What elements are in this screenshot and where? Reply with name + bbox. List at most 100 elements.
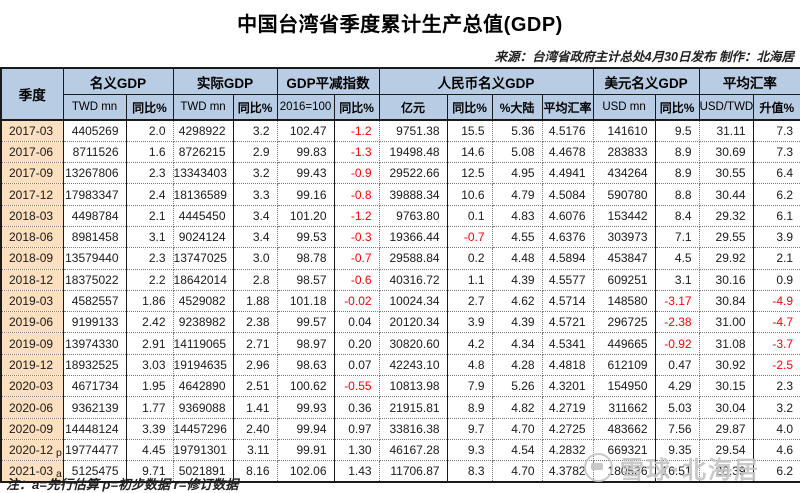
data-cell: 101.18 <box>277 290 335 313</box>
data-cell: 9199133 <box>63 311 127 334</box>
data-cell: -1.2 <box>334 120 380 142</box>
data-cell: 98.97 <box>277 332 335 355</box>
data-cell: 4.70 <box>492 460 543 483</box>
data-cell: 4.4818 <box>542 354 594 377</box>
data-cell: 3.03 <box>126 354 174 377</box>
data-cell: 98.63 <box>277 354 335 377</box>
data-cell: 4.6 <box>753 439 800 462</box>
data-cell: 4.2832 <box>542 439 594 462</box>
data-cell: 99.94 <box>277 418 335 440</box>
data-cell: 16.51 <box>655 460 700 483</box>
data-cell: 14457296 <box>173 418 234 440</box>
data-cell: 30.15 <box>699 375 754 398</box>
data-cell: 609251 <box>593 269 656 291</box>
data-cell: 3.9 <box>753 226 800 249</box>
quarter-cell: 2020-12 p <box>1 439 64 462</box>
quarter-cell: 2020-09 <box>1 418 64 440</box>
data-cell: 29.92 <box>699 247 754 270</box>
quarter-cell: 2017-12 <box>1 183 64 206</box>
data-cell: 4.95 <box>492 162 543 185</box>
data-cell: 4.79 <box>492 183 543 206</box>
table-row: 2020-09 14448124 3.39 14457296 2.40 99.94 0.97… <box>1 418 800 440</box>
data-cell: 2.96 <box>233 354 278 377</box>
data-cell: 0.07 <box>334 354 380 377</box>
data-cell: 13267806 <box>63 162 127 185</box>
data-cell: 4.5714 <box>542 290 594 313</box>
data-cell: -0.6 <box>334 269 380 291</box>
data-cell: 296725 <box>593 311 656 334</box>
data-cell: 9362139 <box>63 396 127 419</box>
quarter-cell: 2019-03 <box>1 290 64 313</box>
data-cell: 2.40 <box>233 418 278 440</box>
data-cell: 4582557 <box>63 290 127 313</box>
data-cell: 14119065 <box>173 332 234 355</box>
data-cell: 434264 <box>593 162 656 185</box>
table-row: 2017-09 13267806 2.3 13343403 3.2 99.43 -0.9 29… <box>1 162 800 185</box>
data-cell: 311662 <box>593 396 656 419</box>
quarter-cell: 2021-03 a <box>1 460 64 483</box>
data-cell: 3.4 <box>233 205 278 227</box>
table-row: 2017-06 8711526 1.6 8726215 2.9 99.83 -1.3 1949… <box>1 141 800 164</box>
data-cell: 18642014 <box>173 269 234 291</box>
data-cell: 3.2 <box>233 162 278 185</box>
sub-column-header: TWD mn <box>172 94 234 121</box>
data-cell: 98.78 <box>277 247 335 270</box>
data-cell: 7.56 <box>655 418 700 440</box>
data-cell: 4.34 <box>492 332 543 355</box>
data-cell: 39888.34 <box>379 183 448 206</box>
data-cell: 29588.84 <box>379 247 448 270</box>
data-cell: 102.47 <box>277 120 335 142</box>
data-cell: 2.3 <box>126 162 174 185</box>
data-cell: 3.2 <box>233 120 278 142</box>
table-row: 2018-12 18375022 2.2 18642014 2.8 98.57 -0.6 40… <box>1 269 800 291</box>
table-row: 2019-12 18932525 3.03 19194635 2.96 98.63 0.07… <box>1 354 800 377</box>
data-cell: 9.71 <box>126 460 174 483</box>
sub-column-header: 亿元 <box>378 94 448 121</box>
table-row: 2019-06 9199133 2.42 9238982 2.38 99.57 0.04 20… <box>1 311 800 334</box>
data-cell: 2.71 <box>233 332 278 355</box>
data-cell: 12.5 <box>447 162 493 185</box>
data-cell: 283833 <box>593 141 656 164</box>
data-cell: -0.7 <box>447 226 493 249</box>
data-cell: 5021891 <box>173 460 234 483</box>
data-cell: 29.54 <box>699 439 754 462</box>
data-cell: 1.1 <box>447 269 493 291</box>
data-cell: 4.39 <box>492 311 543 334</box>
data-cell: 21915.81 <box>379 396 448 419</box>
data-cell: -0.7 <box>334 247 380 270</box>
data-cell: 9751.38 <box>379 120 448 142</box>
data-cell: 3.1 <box>655 269 700 291</box>
data-cell: 4.5 <box>655 247 700 270</box>
sub-column-header: 同比% <box>333 94 380 121</box>
table-row: 2018-09 13579440 2.3 13747025 3.0 98.78 -0.7 29… <box>1 247 800 270</box>
table-row: 2020-03 4671734 1.95 4642890 2.51 100.62 -0.55… <box>1 375 800 398</box>
data-cell: 30.16 <box>699 269 754 291</box>
data-cell: 8.9 <box>655 162 700 185</box>
data-cell: -2.38 <box>655 311 700 334</box>
data-cell: 19194635 <box>173 354 234 377</box>
data-cell: 19366.44 <box>379 226 448 249</box>
revision-flag: p <box>56 447 62 460</box>
data-cell: 13343403 <box>173 162 234 185</box>
data-cell: 6.2 <box>753 183 800 206</box>
data-cell: 4.5341 <box>542 332 594 355</box>
quarter-cell: 2019-12 <box>1 354 64 377</box>
data-cell: 9.7 <box>447 418 493 440</box>
data-cell: 4.82 <box>492 396 543 419</box>
data-cell: 10024.34 <box>379 290 448 313</box>
data-cell: 0.1 <box>447 205 493 227</box>
data-cell: 18136589 <box>173 183 234 206</box>
data-cell: 29522.66 <box>379 162 448 185</box>
data-cell: 4.62 <box>492 290 543 313</box>
column-group-header: 美元名义GDP <box>592 67 700 95</box>
data-cell: 2.3 <box>126 247 174 270</box>
data-cell: 9.35 <box>655 439 700 462</box>
data-cell: 19791301 <box>173 439 234 462</box>
data-cell: 7.1 <box>655 226 700 249</box>
data-cell: 102.06 <box>277 460 335 483</box>
data-cell: 2.4 <box>126 183 174 206</box>
data-cell: 4.48 <box>492 247 543 270</box>
data-cell: -3.17 <box>655 290 700 313</box>
data-cell: 98.57 <box>277 269 335 291</box>
data-cell: 3.1 <box>126 226 174 249</box>
